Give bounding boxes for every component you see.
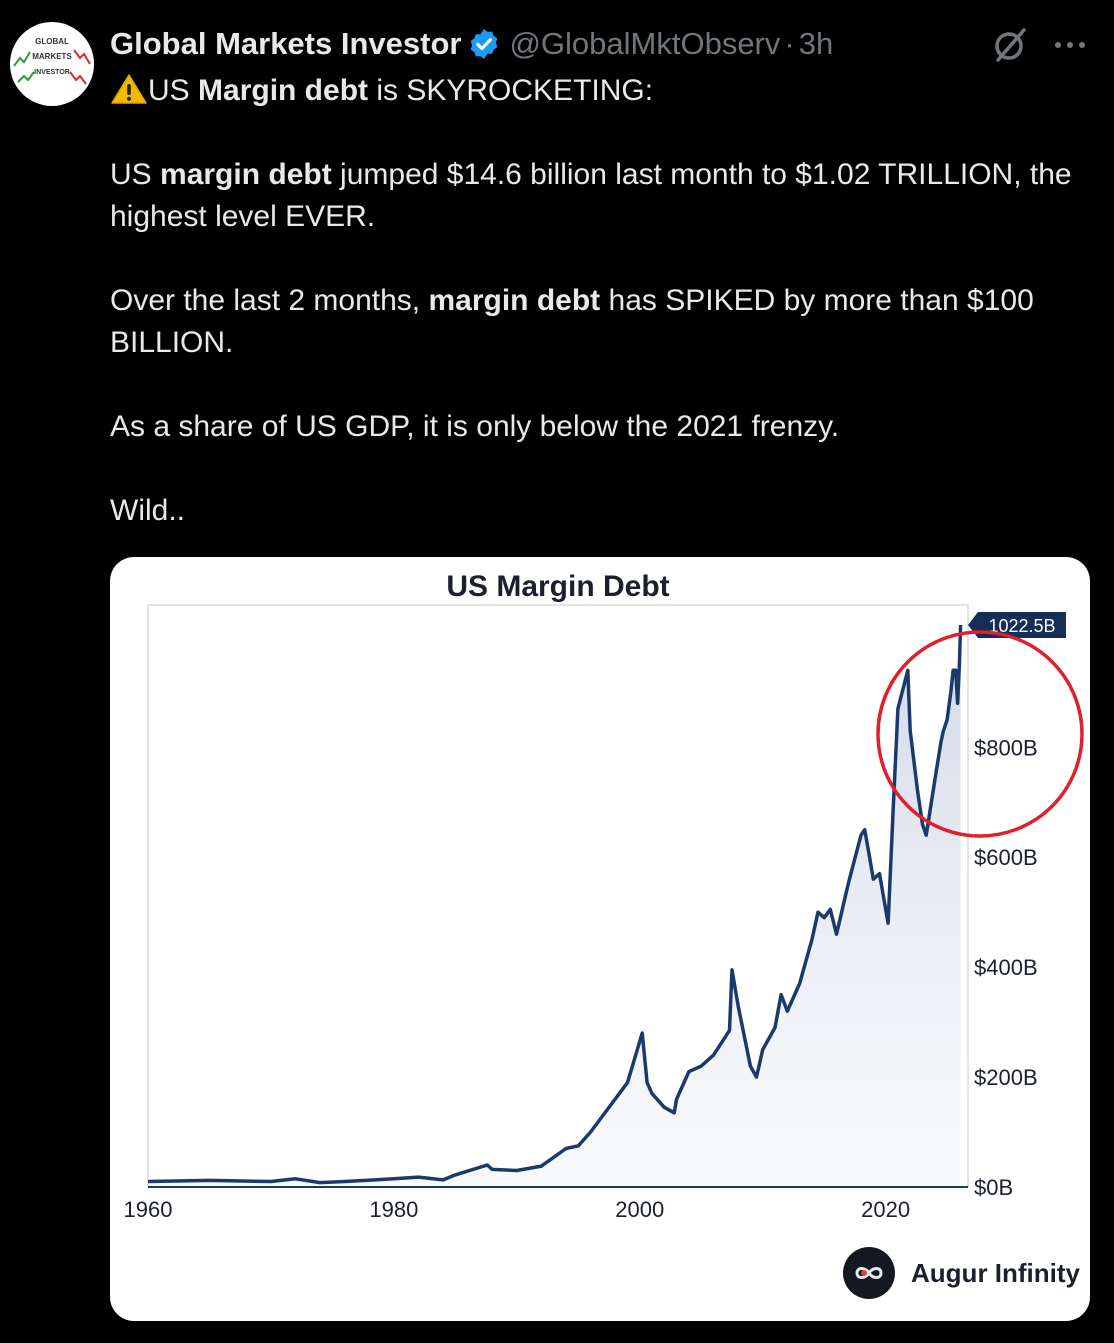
y-tick-label: $0B — [974, 1175, 1013, 1200]
warning-icon — [111, 74, 147, 104]
tweet-media-chart[interactable]: US Margin Debt 1960 1980 2000 2020 $0B $200B… — [110, 557, 1090, 1321]
svg-text:1022.5B: 1022.5B — [988, 616, 1055, 636]
y-tick-label: $200B — [974, 1065, 1038, 1090]
y-tick-label: $400B — [974, 955, 1038, 980]
grok-icon[interactable] — [990, 26, 1030, 64]
p1-bold: margin debt — [160, 158, 332, 191]
infinity-logo-icon — [843, 1247, 896, 1299]
avatar-trend-down — [73, 49, 91, 65]
series-area — [148, 625, 961, 1187]
highlight-circle — [876, 630, 1084, 838]
p2-bold: margin debt — [428, 284, 601, 317]
more-icon[interactable] — [1052, 38, 1088, 52]
tweet-line-1: US Margin debt is SKYROCKETING: — [110, 70, 1100, 112]
last-value-label: 1022.5B — [968, 612, 1066, 638]
avatar-trend-up-2 — [17, 71, 35, 83]
p1-pre: US — [110, 158, 161, 191]
header-separator: · — [784, 26, 795, 61]
avatar-trend-down-2 — [69, 71, 87, 85]
p2-post: has SPIKED by more than $100 BILLION. — [110, 284, 1034, 359]
avatar-line-2: MARKETS — [32, 52, 72, 61]
line1-post: is SKYROCKETING: — [368, 74, 654, 107]
margin-debt-chart: US Margin Debt 1960 1980 2000 2020 $0B $200B… — [124, 570, 1084, 1222]
x-tick-label: 1980 — [369, 1197, 418, 1222]
avatar-line-3: INVESTOR — [34, 69, 70, 76]
tweet-text: US Margin debt is SKYROCKETING: US margi… — [110, 70, 1100, 532]
line1-bold: Margin debt — [198, 74, 369, 107]
avatar-logo: GLOBAL MARKETS INVESTOR — [13, 37, 91, 85]
y-tick-label: $800B — [974, 735, 1038, 760]
x-tick-label: 2000 — [615, 1197, 664, 1222]
brand-watermark: Augur Infinity — [843, 1247, 1080, 1299]
y-tick-label: $600B — [974, 845, 1038, 870]
avatar-trend-up — [13, 51, 31, 67]
p1-post: jumped $14.6 billion last month to $1.02… — [110, 158, 1072, 233]
tweet-paragraph-4: Wild.. — [110, 494, 185, 527]
avatar-line-1: GLOBAL — [35, 37, 69, 46]
author-handle[interactable]: @GlobalMktObserv — [509, 26, 781, 61]
author-name[interactable]: Global Markets Investor — [110, 26, 462, 61]
tweet-timestamp[interactable]: 3h — [798, 26, 834, 61]
brand-name: Augur Infinity — [911, 1257, 1080, 1288]
tweet-paragraph-2: Over the last 2 months, margin debt has … — [110, 280, 1100, 364]
p2-pre: Over the last 2 months, — [110, 284, 429, 317]
tweet-paragraph-3: As a share of US GDP, it is only below t… — [110, 410, 840, 443]
line1-pre: US — [148, 74, 199, 107]
author-avatar[interactable]: GLOBAL MARKETS INVESTOR — [10, 22, 94, 106]
verified-badge-icon — [471, 29, 498, 59]
x-tick-label: 2020 — [861, 1197, 910, 1222]
tweet-paragraph-1: US margin debt jumped $14.6 billion last… — [110, 154, 1100, 238]
chart-title: US Margin Debt — [446, 570, 669, 603]
x-tick-label: 1960 — [124, 1197, 173, 1222]
tweet-header: Global Markets Investor @GlobalMktObserv… — [110, 24, 833, 64]
